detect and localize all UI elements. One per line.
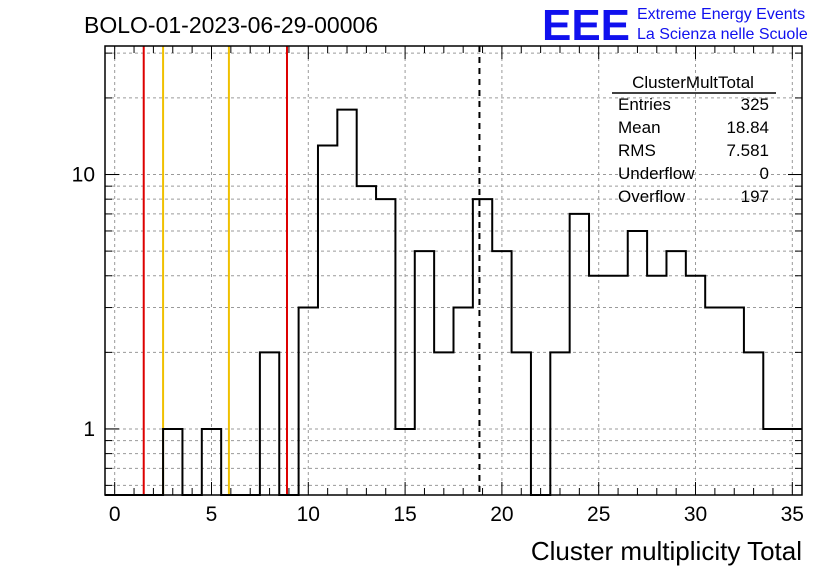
stats-entries-value: 325: [741, 95, 769, 114]
eee-logo: EEE Extreme Energy Events La Scienza nel…: [542, 1, 808, 50]
x-tick-label: 5: [206, 503, 218, 526]
stats-name: ClusterMultTotal: [632, 73, 754, 92]
stats-entries-label: Entries: [618, 95, 671, 114]
x-tick-label: 25: [587, 503, 610, 526]
x-tick-label: 0: [109, 503, 121, 526]
stats-underflow-value: 0: [760, 164, 769, 183]
stats-overflow-value: 197: [741, 187, 769, 206]
stats-mean-label: Mean: [618, 118, 661, 137]
x-tick-label: 10: [297, 503, 320, 526]
y-tick-label: 1: [83, 418, 95, 441]
stats-box: ClusterMultTotal Entries 325 Mean 18.84 …: [612, 73, 776, 206]
stats-overflow-label: Overflow: [618, 187, 686, 206]
stats-rms-value: 7.581: [726, 141, 769, 160]
x-tick-label: 20: [490, 503, 513, 526]
x-tick-label: 30: [684, 503, 707, 526]
x-axis-label: Cluster multiplicity Total: [531, 536, 802, 566]
x-tick-label: 35: [781, 503, 804, 526]
stats-mean-value: 18.84: [726, 118, 769, 137]
y-tick-label: 10: [72, 164, 95, 187]
logo-line2: La Scienza nelle Scuole: [637, 26, 808, 43]
logo-line1: Extreme Energy Events: [637, 6, 805, 23]
plot-frame: [104, 45, 803, 496]
marker-lines: [142, 46, 481, 495]
logo-mark: EEE: [542, 1, 630, 50]
x-tick-label: 15: [393, 503, 416, 526]
axes: 0 5 10 15 20 25 30 35 1 10: [72, 45, 804, 526]
chart-title: BOLO-01-2023-06-29-00006: [84, 12, 378, 38]
stats-underflow-label: Underflow: [618, 164, 695, 183]
stats-rms-label: RMS: [618, 141, 656, 160]
